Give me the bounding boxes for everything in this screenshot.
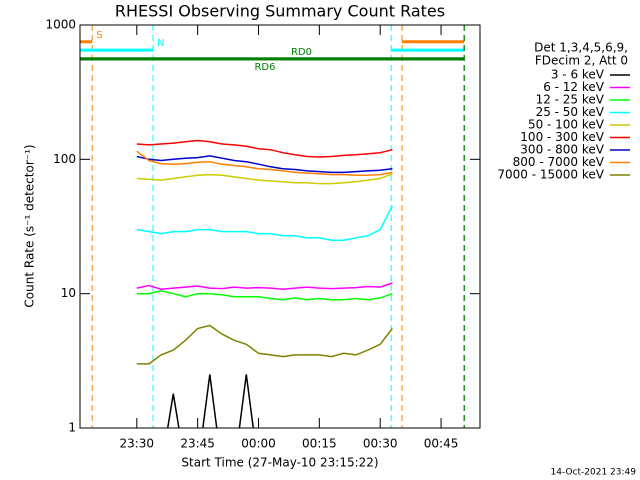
series-line [136,324,393,365]
y-tick-label: 10 [61,286,76,300]
y-axis-label: Count Rate (s⁻¹ detector⁻¹) [23,144,37,307]
flag-label: RD6 [254,62,275,73]
series-line [136,173,393,185]
series-line [136,290,393,301]
legend-label: 12 - 25 keV [536,93,605,107]
footer: 14-Oct-2021 23:49 [551,468,637,478]
legend-label: 7000 - 15000 keV [497,168,604,182]
plot-area [80,25,465,428]
series-line [136,150,393,177]
flag-label: N [157,38,164,49]
legend-label: 100 - 300 keV [520,130,604,144]
y-tick-label: 1000 [45,18,76,32]
flag-label: RD0 [291,47,312,58]
y-tick-label: 1 [68,421,76,435]
x-tick-label: 00:45 [424,437,459,451]
flag-label: S [96,30,102,41]
legend-label: 25 - 50 keV [536,105,605,119]
plot-frame [79,24,481,429]
series-line [136,205,394,241]
legend-label: 3 - 6 keV [551,68,605,82]
legend-label: 300 - 800 keV [520,143,604,157]
series-line [136,282,393,290]
chart-title: RHESSI Observing Summary Count Rates [115,2,445,21]
series-line [136,139,393,158]
legend-label: 6 - 12 keV [543,80,605,94]
legend-label: 800 - 7000 keV [513,155,605,169]
y-tick-label: 100 [53,152,76,166]
series-line [136,155,393,174]
series-line [166,374,255,428]
legend-header: Det 1,3,4,5,6,9, [534,41,628,55]
x-tick-label: 00:15 [302,437,337,451]
legend-label: 50 - 100 keV [528,118,605,132]
x-tick-label: 23:45 [180,437,215,451]
x-tick-label: 00:00 [241,437,276,451]
x-axis-label: Start Time (27-May-10 23:15:22) [181,456,378,470]
legend-header: FDecim 2, Att 0 [535,54,628,68]
x-tick-label: 23:30 [119,437,154,451]
x-tick-label: 00:30 [363,437,398,451]
